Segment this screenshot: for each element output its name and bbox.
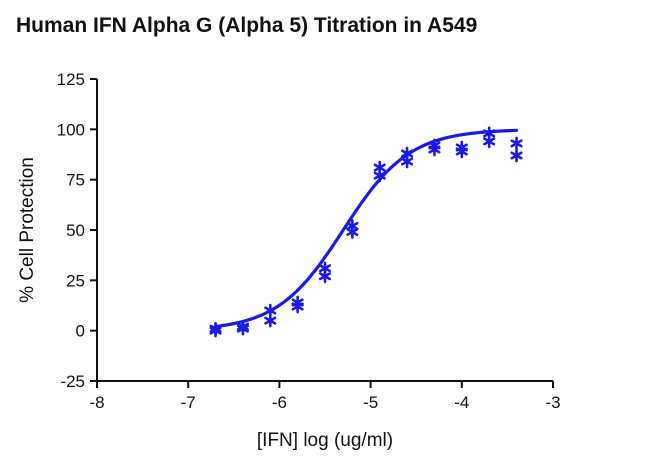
- y-tick-label: 50: [66, 221, 85, 240]
- data-point-stroke: [318, 272, 332, 281]
- x-tick-label: -5: [363, 393, 378, 412]
- chart-title: Human IFN Alpha G (Alpha 5) Titration in…: [16, 14, 478, 37]
- data-point-stroke: [401, 157, 414, 166]
- data-point-stroke: [373, 171, 386, 180]
- data-point-stroke: [428, 141, 441, 150]
- data-point-stroke: [264, 316, 277, 325]
- data-point-stroke: [236, 322, 249, 331]
- data-point: [455, 140, 468, 155]
- data-point-stroke: [401, 149, 414, 158]
- data-point: [236, 319, 249, 334]
- data-point-stroke: [291, 298, 304, 307]
- data-point: [346, 219, 359, 233]
- data-point-stroke: [209, 324, 222, 333]
- y-tick-label: 25: [66, 271, 85, 290]
- data-point-stroke: [318, 264, 332, 273]
- x-tick-label: -7: [181, 393, 196, 412]
- data-point-stroke: [483, 129, 496, 138]
- y-tick-label: -25: [60, 372, 85, 391]
- data-point: [401, 146, 414, 161]
- x-tick-label: -6: [272, 393, 287, 412]
- data-point-stroke: [373, 163, 386, 172]
- data-point-stroke: [510, 151, 523, 160]
- x-tick-label: -8: [89, 393, 104, 412]
- x-axis-label: [IFN] log (ug/ml): [257, 430, 393, 451]
- y-axis-label: % Cell Protection: [17, 157, 38, 303]
- data-point-stroke: [346, 221, 359, 231]
- data-point: [428, 138, 441, 153]
- y-tick-label: 75: [66, 171, 85, 190]
- data-point-stroke: [455, 143, 468, 152]
- data-point: [510, 136, 523, 151]
- x-tick-label: -3: [545, 393, 560, 412]
- data-point: [510, 148, 523, 163]
- data-points-layer: [209, 126, 523, 338]
- data-point: [264, 303, 277, 318]
- data-point: [318, 261, 332, 276]
- fit-curve: [213, 128, 519, 329]
- data-point-stroke: [483, 137, 496, 146]
- y-tick-label: 125: [57, 70, 85, 89]
- y-tick-label: 100: [57, 120, 85, 139]
- x-tick-label: -4: [454, 393, 469, 412]
- data-point: [291, 295, 304, 310]
- data-point: [483, 126, 496, 141]
- data-point: [373, 160, 386, 175]
- data-point: [209, 321, 222, 336]
- y-tick-label: 0: [76, 322, 85, 341]
- axes: -25 0 25 50 75 100 125 -8 -7 -6 -5 -4 -3: [57, 70, 561, 412]
- data-point-stroke: [264, 306, 277, 315]
- data-point-stroke: [510, 139, 523, 148]
- fit-curve-layer: [213, 128, 519, 329]
